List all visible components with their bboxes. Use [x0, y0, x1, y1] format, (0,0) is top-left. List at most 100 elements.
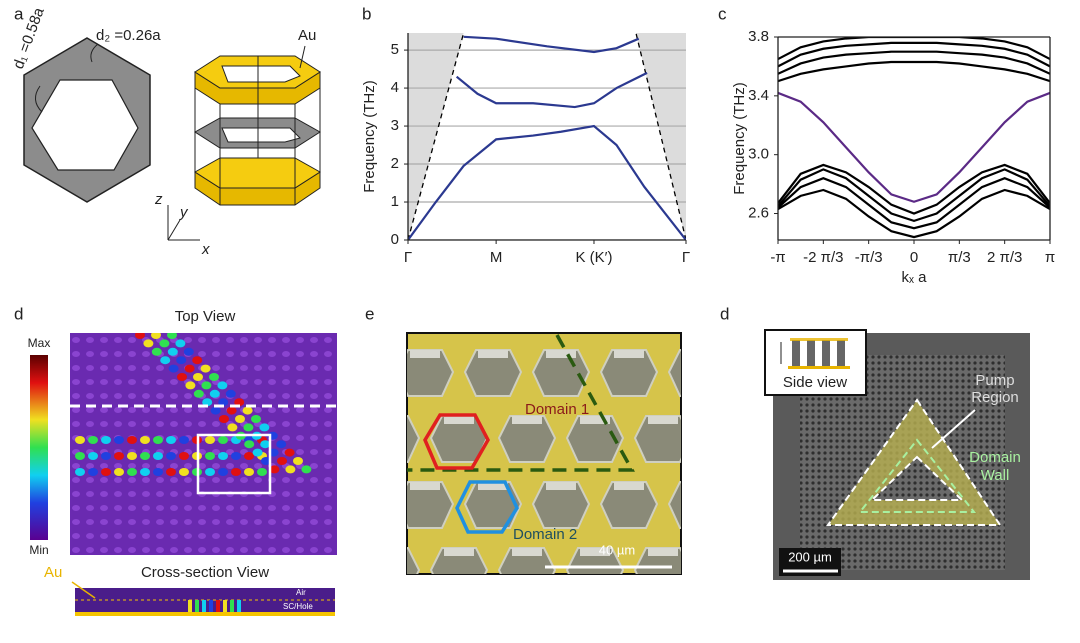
pillar-top	[546, 482, 576, 490]
background-spot	[254, 365, 262, 371]
background-spot	[282, 519, 290, 525]
pointer	[931, 409, 976, 449]
beam-spot	[167, 333, 177, 339]
x-tick-label: π/3	[948, 249, 971, 266]
beam-spot	[202, 398, 213, 407]
pillar-top	[648, 548, 678, 556]
background-spot	[128, 337, 136, 343]
background-spot	[114, 547, 122, 553]
background-spot	[310, 365, 318, 371]
background-spot	[226, 379, 234, 385]
background-spot	[184, 477, 192, 483]
background-spot	[156, 379, 164, 385]
background-spot	[184, 337, 192, 343]
beam-spot	[225, 389, 236, 398]
pillar-top	[376, 548, 406, 556]
hole-label: SC/Hole	[283, 602, 313, 611]
axis-arrow	[167, 219, 181, 241]
beam-spot	[75, 436, 85, 444]
background-spot	[114, 533, 122, 539]
background-spot	[156, 505, 164, 511]
scale-label: 200 µm	[788, 549, 832, 564]
background-spot	[268, 393, 276, 399]
background-spot	[114, 519, 122, 525]
inset-sketch	[780, 338, 850, 369]
background-spot	[184, 421, 192, 427]
background-spot	[72, 379, 80, 385]
beam-spot	[166, 436, 176, 444]
background-spot	[268, 407, 276, 413]
background-spot	[100, 379, 108, 385]
pillars	[376, 349, 746, 574]
y-tick-label: 0	[391, 231, 399, 248]
beam-spot	[101, 468, 111, 476]
x-tick-label: Γ	[404, 249, 412, 266]
y-tick-label: 3	[391, 117, 399, 134]
beam-spot	[301, 465, 312, 474]
background-spot	[268, 505, 276, 511]
background-spot	[240, 505, 248, 511]
y-tick-label: 4	[391, 79, 399, 96]
background-spot	[86, 379, 94, 385]
beam-spot	[284, 448, 295, 457]
background-spot	[142, 379, 150, 385]
inner-region	[872, 457, 962, 500]
background-spot	[282, 421, 290, 427]
beam-spot	[127, 468, 137, 476]
background-spot	[72, 519, 80, 525]
colorbar-min: Min	[29, 543, 48, 557]
background-spot	[156, 407, 164, 413]
beam-spot	[243, 423, 254, 432]
background-spot	[142, 547, 150, 553]
pillar	[531, 481, 591, 529]
beam-spot	[75, 452, 85, 460]
unit-outline	[423, 413, 490, 470]
background-spot	[128, 463, 136, 469]
x-tick-label: -2 π/3	[803, 249, 843, 266]
pillar-top	[682, 482, 712, 490]
beam-spot	[140, 468, 150, 476]
domain-wall	[857, 438, 977, 513]
background-spot	[114, 477, 122, 483]
colorbar-max: Max	[28, 336, 51, 350]
background-spot	[198, 547, 206, 553]
background-spot	[100, 463, 108, 469]
beam-spot	[193, 373, 203, 381]
beam-spot	[257, 468, 267, 476]
band	[778, 177, 1050, 230]
band	[778, 188, 1050, 239]
background-spot	[212, 477, 220, 483]
background-spot	[142, 463, 150, 469]
beam-spot	[205, 468, 215, 476]
beam-spot	[269, 465, 280, 474]
background-spot	[254, 337, 262, 343]
y-tick-label: 3.4	[748, 87, 769, 104]
beam-spot	[218, 398, 229, 407]
pillar	[407, 349, 455, 397]
background-spot	[324, 435, 332, 441]
beam-spot	[127, 436, 137, 444]
beam-spot	[101, 436, 111, 444]
background-spot	[240, 337, 248, 343]
background-spot	[156, 547, 164, 553]
background-spot	[212, 449, 220, 455]
band	[455, 71, 648, 109]
pillar	[599, 481, 659, 529]
pillar-top	[716, 416, 746, 424]
beam-spot	[159, 339, 170, 348]
axis-x: x	[201, 241, 210, 258]
background-spot	[282, 407, 290, 413]
background-spot	[254, 407, 262, 413]
background-spot	[226, 547, 234, 553]
background-spot	[240, 365, 248, 371]
pillar-top	[648, 416, 678, 424]
cross-spot	[195, 600, 199, 612]
background-spot	[310, 463, 318, 469]
field-pattern	[72, 333, 332, 553]
pillar	[633, 415, 681, 463]
band	[778, 50, 1050, 75]
background-spot	[128, 519, 136, 525]
background-spot	[254, 533, 262, 539]
beam-spot	[260, 440, 271, 449]
background-spot	[296, 421, 304, 427]
